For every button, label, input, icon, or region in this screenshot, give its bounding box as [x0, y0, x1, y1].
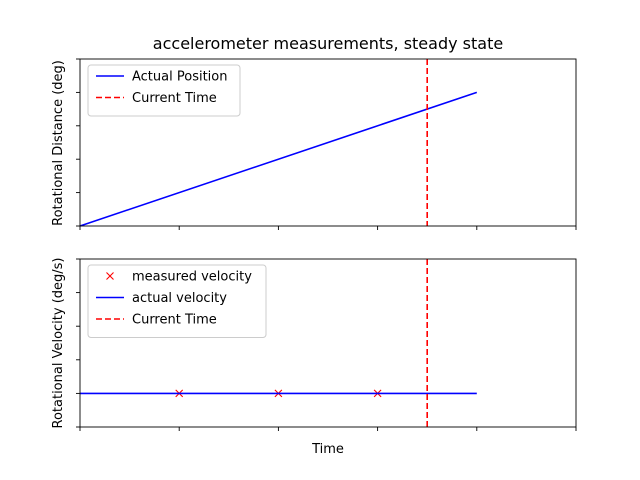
- velocity-plot-area: [76, 258, 577, 431]
- velocity-legend: measured velocity actual velocity Current …: [87, 264, 267, 338]
- position-legend: Actual Position Current Time: [87, 64, 241, 117]
- legend-entry: actual velocity: [96, 291, 227, 306]
- legend-entry: measured velocity: [106, 270, 252, 285]
- legend-frame: [87, 264, 267, 338]
- legend-label: Current Time: [132, 91, 217, 106]
- legend-label: Current Time: [132, 313, 217, 328]
- chart-title: accelerometer measurements, steady state: [153, 34, 503, 53]
- y-axis-label-velocity: Rotational Velocity (deg/s): [51, 257, 66, 428]
- position-panel: accelerometer measurements, steady state…: [51, 34, 577, 230]
- axes-frame: [79, 58, 577, 227]
- legend-entry: Current Time: [96, 313, 217, 328]
- axes-frame: [79, 258, 577, 428]
- legend-label: measured velocity: [132, 270, 252, 285]
- legend-label: actual velocity: [132, 291, 227, 306]
- legend-frame: [87, 64, 241, 117]
- x-axis-label: Time: [311, 442, 344, 457]
- y-axis-label-position: Rotational Distance (deg): [51, 60, 66, 226]
- velocity-panel: Rotational Velocity (deg/s) Time measure…: [51, 257, 577, 457]
- legend-label: Actual Position: [132, 70, 227, 85]
- legend-entry: Actual Position: [96, 70, 227, 85]
- position-plot-area: [76, 58, 577, 230]
- series-line: [79, 91, 478, 227]
- legend-entry: Current Time: [96, 91, 217, 106]
